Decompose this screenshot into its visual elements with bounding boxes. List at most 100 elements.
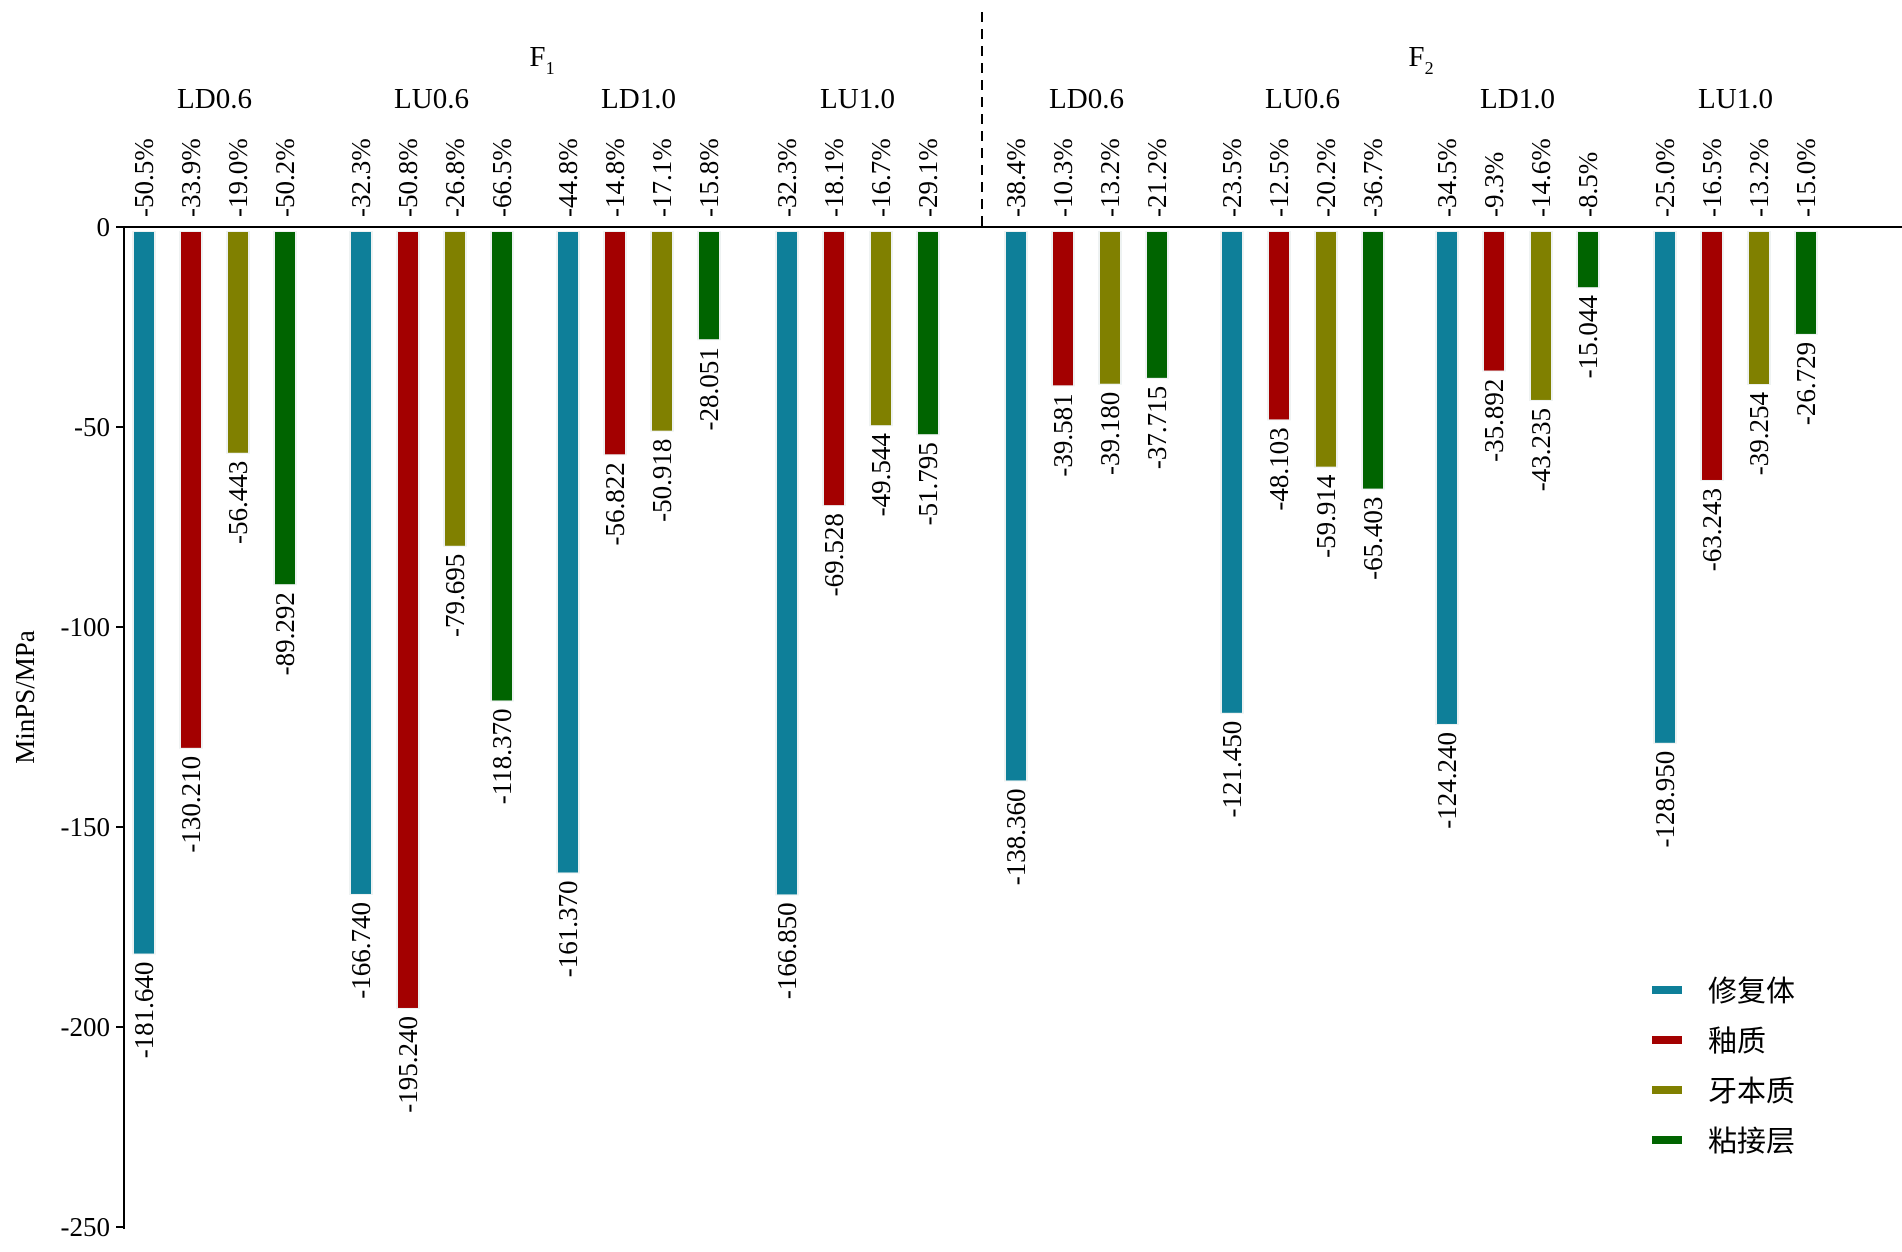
- subgroup-label: LD0.6: [1049, 83, 1124, 115]
- bar-value-label: -50.918: [647, 439, 677, 522]
- y-tick-label: -200: [61, 1012, 111, 1042]
- bar-value-label: -49.544: [866, 433, 896, 517]
- subgroup-label: LU0.6: [394, 83, 469, 115]
- percent-label: -13.2%: [1095, 138, 1125, 217]
- percent-label: -12.5%: [1264, 138, 1294, 217]
- percent-label: -16.5%: [1697, 138, 1727, 217]
- bar: [1531, 232, 1551, 400]
- bar-value-label: -118.370: [487, 708, 517, 804]
- bar: [1578, 232, 1598, 288]
- bar: [1269, 232, 1289, 420]
- bar: [1222, 232, 1242, 713]
- percent-label: -16.7%: [866, 138, 896, 217]
- bar-value-label: -39.581: [1048, 393, 1078, 476]
- subgroup-label: LD1.0: [601, 83, 676, 115]
- bar-value-label: -138.360: [1001, 788, 1031, 885]
- percent-label: -26.8%: [440, 138, 470, 217]
- percent-label: -18.1%: [819, 138, 849, 217]
- percent-label: -9.3%: [1479, 152, 1509, 217]
- bar: [228, 232, 248, 453]
- bar: [558, 232, 578, 873]
- legend-label: 釉质: [1708, 1024, 1766, 1058]
- bar-value-label: -28.051: [694, 347, 724, 430]
- axes: 0 -50 -100 -150 -200 -250 MinPS/MPa: [10, 12, 1902, 1242]
- bar-value-label: -35.892: [1479, 379, 1509, 462]
- bar: [1437, 232, 1457, 724]
- bars: [132, 231, 1818, 1009]
- percent-label: -20.2%: [1311, 138, 1341, 217]
- bar: [824, 232, 844, 506]
- subgroup-label: LU1.0: [820, 83, 895, 115]
- subgroup-label: LD1.0: [1480, 83, 1555, 115]
- bar-value-label: -79.695: [440, 554, 470, 637]
- bar: [1363, 232, 1383, 489]
- percent-label: -25.0%: [1650, 138, 1680, 217]
- percent-label: -15.8%: [694, 138, 724, 217]
- bar: [1147, 232, 1167, 378]
- legend-swatch: [1652, 1086, 1682, 1094]
- bar-value-label: -56.443: [223, 461, 253, 544]
- bar-value-label: -166.850: [772, 902, 802, 999]
- bar-value-label: -56.822: [600, 462, 630, 545]
- percent-label: -14.8%: [600, 138, 630, 217]
- bar: [1053, 232, 1073, 386]
- bar-value-label: -65.403: [1358, 497, 1388, 580]
- percent-label: -29.1%: [913, 138, 943, 217]
- y-tick-label: -100: [61, 612, 111, 642]
- bar-value-label: -39.254: [1744, 392, 1774, 476]
- bar-value-label: -63.243: [1697, 488, 1727, 571]
- percent-label: -13.2%: [1744, 138, 1774, 217]
- bar-value-label: -48.103: [1264, 427, 1294, 510]
- labels: F1 F2 LD0.6 -181.640 -50.5% -130.210 -33.9% -56…: [129, 41, 1821, 1113]
- bar: [1749, 232, 1769, 385]
- percent-label: -15.0%: [1791, 138, 1821, 217]
- y-tick-label: -250: [61, 1212, 111, 1242]
- percent-label: -8.5%: [1573, 152, 1603, 217]
- bar: [492, 232, 512, 701]
- percent-label: -14.6%: [1526, 138, 1556, 217]
- bar: [1100, 232, 1120, 384]
- bar: [918, 232, 938, 435]
- bar: [1316, 232, 1336, 467]
- bar-value-label: -128.950: [1650, 751, 1680, 848]
- bar: [1484, 232, 1504, 371]
- percent-label: -19.0%: [223, 138, 253, 217]
- percent-label: -33.9%: [176, 138, 206, 217]
- legend-label: 修复体: [1708, 974, 1795, 1008]
- percent-label: -50.8%: [393, 138, 423, 217]
- percent-label: -32.3%: [772, 138, 802, 217]
- bar: [777, 232, 797, 895]
- percent-label: -50.2%: [270, 138, 300, 217]
- bar-value-label: -130.210: [176, 756, 206, 853]
- bar-value-label: -37.715: [1142, 386, 1172, 469]
- subgroup-label: LD0.6: [177, 83, 252, 115]
- percent-label: -34.5%: [1432, 138, 1462, 217]
- bar-value-label: -39.180: [1095, 392, 1125, 475]
- bar-value-label: -69.528: [819, 513, 849, 596]
- percent-label: -44.8%: [553, 138, 583, 217]
- group-title: F2: [1408, 41, 1433, 78]
- percent-label: -36.7%: [1358, 138, 1388, 217]
- bar: [699, 232, 719, 340]
- y-tick-label: 0: [97, 212, 111, 242]
- bar: [1006, 232, 1026, 781]
- legend-label: 牙本质: [1708, 1074, 1795, 1108]
- bar-value-label: -43.235: [1526, 408, 1556, 491]
- legend-label: 粘接层: [1708, 1124, 1795, 1158]
- group-title: F1: [529, 41, 554, 78]
- bar-value-label: -166.740: [346, 902, 376, 999]
- bar-value-label: -59.914: [1311, 474, 1341, 558]
- bar: [445, 232, 465, 546]
- bar-value-label: -161.370: [553, 880, 583, 977]
- legend-swatch: [1652, 1036, 1682, 1044]
- bar-value-label: -15.044: [1573, 295, 1603, 379]
- percent-label: -21.2%: [1142, 138, 1172, 217]
- legend-swatch: [1652, 1136, 1682, 1144]
- bar: [1655, 232, 1675, 743]
- subgroup-label: LU0.6: [1265, 83, 1340, 115]
- subgroup-label: LU1.0: [1698, 83, 1773, 115]
- bar-value-label: -51.795: [913, 442, 943, 525]
- bar-value-label: -89.292: [270, 592, 300, 675]
- percent-label: -10.3%: [1048, 138, 1078, 217]
